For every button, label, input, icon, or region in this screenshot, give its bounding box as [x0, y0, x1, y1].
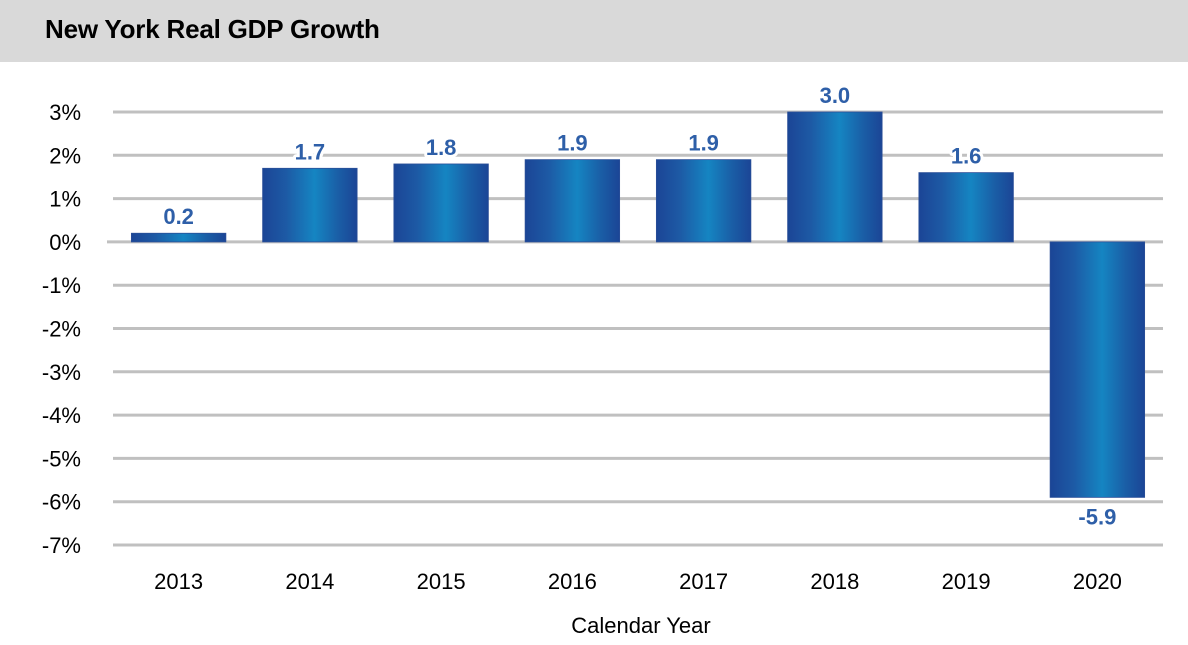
y-axis-ticks: 3% 2% 1% 0% -1% -2% -3% -4% -5% -6% -7% [42, 100, 81, 558]
data-label: 1.9 [688, 131, 719, 156]
y-tick-label: -2% [42, 317, 81, 342]
y-tick-label: 3% [49, 100, 81, 125]
bar-2019 [918, 172, 1014, 243]
y-tick-label: -6% [42, 490, 81, 515]
y-tick-label: 2% [49, 143, 81, 168]
data-label: 1.9 [557, 131, 588, 156]
y-tick-label: -5% [42, 446, 81, 471]
bar-2015 [393, 163, 489, 243]
x-tick-label: 2017 [679, 569, 728, 594]
x-tick-label: 2019 [942, 569, 991, 594]
data-label: 1.7 [295, 139, 326, 164]
bar-2014 [262, 167, 358, 243]
data-label: -5.9 [1078, 504, 1116, 529]
x-tick-label: 2020 [1073, 569, 1122, 594]
bar-2013 [130, 232, 227, 243]
bar-2016 [524, 159, 621, 243]
data-labels: 0.2 1.7 1.8 1.9 1.9 3.0 1.6 -5.9 [160, 80, 1119, 532]
x-tick-label: 2014 [285, 569, 334, 594]
x-tick-label: 2016 [548, 569, 597, 594]
y-tick-label: 1% [49, 187, 81, 212]
x-tick-label: 2015 [417, 569, 466, 594]
chart-title: New York Real GDP Growth [45, 14, 380, 44]
data-label: 3.0 [820, 83, 851, 108]
y-tick-label: -3% [42, 360, 81, 385]
title-bar: New York Real GDP Growth [0, 0, 1188, 62]
x-tick-label: 2018 [810, 569, 859, 594]
x-axis-ticks: 2013 2014 2015 2016 2017 2018 2019 2020 [154, 569, 1122, 594]
bar-2018 [787, 111, 883, 243]
data-label: 1.8 [426, 135, 457, 160]
bar-2020 [1049, 241, 1146, 498]
bars [130, 111, 1146, 498]
data-label: 1.6 [951, 144, 982, 169]
bar-2017 [655, 159, 752, 243]
data-label: 0.2 [163, 204, 194, 229]
y-tick-label: 0% [49, 230, 81, 255]
x-tick-label: 2013 [154, 569, 203, 594]
y-tick-label: -7% [42, 533, 81, 558]
y-tick-label: -4% [42, 403, 81, 428]
x-axis-title: Calendar Year [571, 613, 710, 638]
y-tick-label: -1% [42, 273, 81, 298]
